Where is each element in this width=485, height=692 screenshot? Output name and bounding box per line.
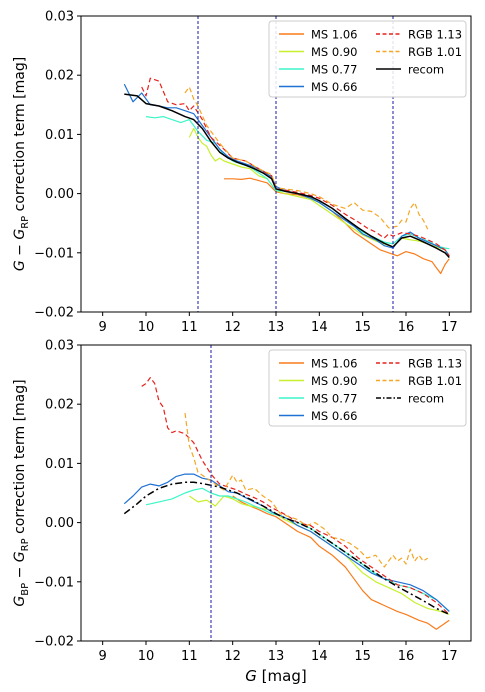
label-part: − — [12, 562, 28, 583]
x-tick-label: 12 — [224, 320, 241, 335]
legend-label: RGB 1.13 — [408, 28, 462, 42]
legend-label: recom — [408, 392, 444, 406]
legend: MS 1.06 MS 0.90 MS 0.77 MS 0.66 RGB 1.13 RGB … — [268, 349, 467, 427]
label-part: [mag] — [257, 667, 307, 685]
label-part: correction term [mag] — [12, 57, 28, 216]
legend-label: recom — [408, 63, 444, 77]
legend-label: MS 0.66 — [311, 409, 357, 423]
series-line-rgb-1-13 — [141, 377, 450, 615]
series-line-ms-0-90 — [188, 127, 450, 257]
legend-label: MS 0.66 — [311, 80, 357, 94]
x-tick-label: 11 — [181, 649, 198, 664]
y-tick-label: 0.00 — [45, 187, 74, 202]
x-tick-label: 14 — [311, 320, 328, 335]
legend-label: MS 0.77 — [311, 392, 357, 406]
label-part: G — [12, 229, 28, 240]
x-tick-label: 14 — [311, 649, 328, 664]
series-group — [123, 77, 450, 275]
label-part: BP — [20, 583, 31, 596]
series-line-ms-0-66 — [123, 473, 450, 612]
series-line-ms-0-77 — [145, 115, 450, 250]
x-tick-label: 13 — [268, 320, 285, 335]
y-tick-label: 0.00 — [45, 516, 74, 531]
y-tick-label: −0.02 — [34, 306, 74, 321]
x-tick-label: 10 — [138, 320, 155, 335]
x-tick-label: 17 — [441, 649, 458, 664]
chart-panel-2: 9 10 11 12 13 14 15 16 17 −0.02 −0.01 0.00 0.01 0.02 0… — [12, 339, 472, 685]
series-line-rgb-1-01 — [184, 86, 429, 230]
label-part: G — [12, 260, 28, 271]
legend-box — [268, 349, 467, 427]
series-line-ms-0-90 — [188, 495, 450, 615]
legend-label: MS 0.77 — [311, 63, 357, 77]
label-part: RP — [20, 538, 31, 551]
y-tick-label: −0.02 — [34, 635, 74, 650]
legend-label: MS 0.90 — [311, 45, 357, 59]
legend: MS 1.06 MS 0.90 MS 0.77 MS 0.66 RGB 1.13 RGB … — [268, 20, 467, 98]
y-axis-label: G − GRP correction term [mag] — [12, 57, 31, 271]
legend-label: MS 1.06 — [311, 357, 357, 371]
x-tick-label: 17 — [441, 320, 458, 335]
x-tick-label: 12 — [224, 649, 241, 664]
y-tick-label: 0.03 — [45, 339, 74, 354]
label-part: − — [12, 240, 28, 261]
x-tick-label: 11 — [181, 320, 198, 335]
series-line-ms-1-06 — [232, 495, 450, 630]
legend-label: RGB 1.13 — [408, 357, 462, 371]
series-line-rgb-1-13 — [141, 77, 450, 257]
series-group — [123, 377, 450, 630]
x-tick-label: 9 — [99, 649, 107, 664]
y-tick-label: −0.01 — [34, 246, 74, 261]
legend-label: RGB 1.01 — [408, 374, 462, 388]
series-line-recom — [123, 481, 450, 616]
legend-box — [268, 20, 467, 98]
series-line-ms-0-77 — [145, 487, 450, 612]
x-tick-label: 13 — [268, 649, 285, 664]
y-tick-label: 0.02 — [45, 69, 74, 84]
y-tick-label: 0.01 — [45, 457, 74, 472]
x-tick-label: 9 — [99, 320, 107, 335]
label-part: RP — [20, 216, 31, 229]
label-part: G — [245, 667, 257, 685]
label-part: correction term [mag] — [12, 379, 28, 538]
legend-label: MS 1.06 — [311, 28, 357, 42]
x-tick-label: 10 — [138, 649, 155, 664]
label-part: G — [12, 596, 28, 607]
series-line-rgb-1-01 — [184, 413, 429, 568]
y-tick-label: −0.01 — [34, 575, 74, 590]
legend-label: MS 0.90 — [311, 374, 357, 388]
y-tick-label: 0.03 — [45, 10, 74, 25]
chart-panel-1: 9 10 11 12 13 14 15 16 17 −0.02 −0.01 0.00 0.01 0.02 0… — [12, 10, 472, 335]
label-part: G — [12, 551, 28, 562]
x-tick-label: 15 — [354, 320, 371, 335]
x-axis-label: G [mag] — [245, 667, 306, 685]
x-tick-label: 15 — [354, 649, 371, 664]
series-line-recom — [124, 93, 450, 259]
x-tick-label: 16 — [398, 320, 415, 335]
y-axis-label: GBP − GRP correction term [mag] — [12, 379, 31, 606]
y-tick-label: 0.02 — [45, 398, 74, 413]
legend-label: RGB 1.01 — [408, 45, 462, 59]
series-line-ms-0-66 — [123, 83, 450, 257]
y-tick-label: 0.01 — [45, 128, 74, 143]
x-tick-label: 16 — [398, 649, 415, 664]
series-line-ms-1-06 — [224, 177, 450, 275]
